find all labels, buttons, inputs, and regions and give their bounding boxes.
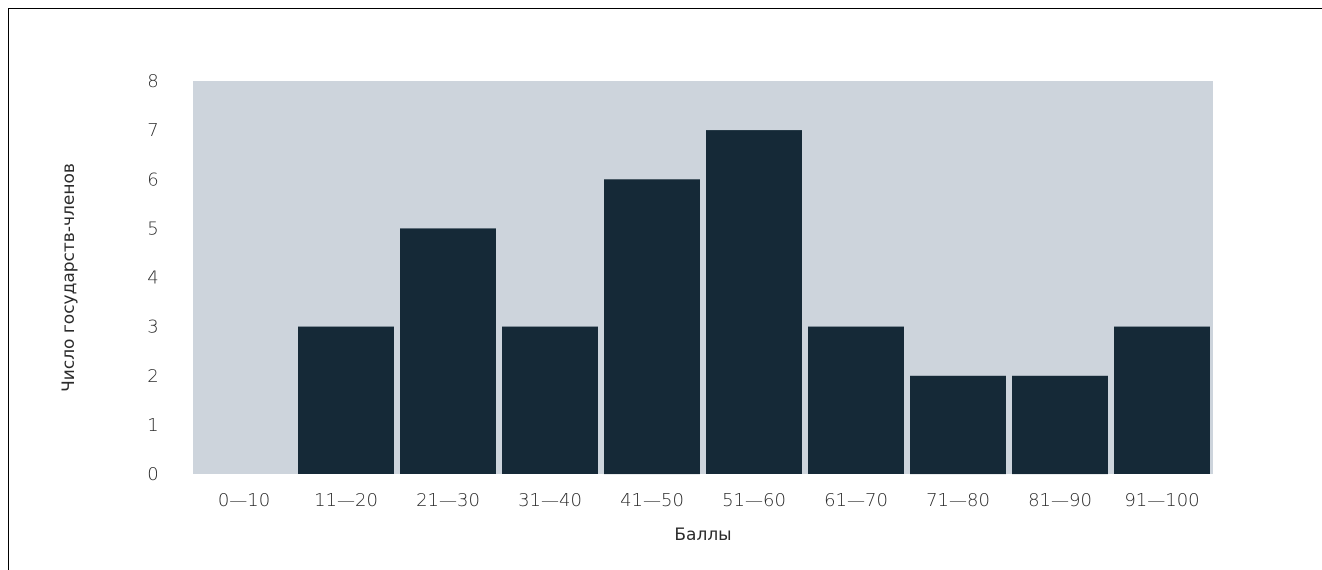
bar-11—20 [298, 326, 394, 474]
bar-21—30 [400, 228, 496, 474]
bar-81—90 [1012, 375, 1108, 475]
y-tick-label: 1 [147, 415, 158, 436]
x-tick-label: 0—10 [218, 490, 270, 511]
bar-31—40 [502, 326, 598, 474]
x-tick-label: 71—80 [926, 490, 990, 511]
bars-group [298, 130, 1210, 475]
x-tick-label: 61—70 [824, 490, 888, 511]
y-axis-title: Число государств-членов [59, 163, 79, 392]
x-axis-title: Баллы [674, 525, 731, 545]
x-tick-label: 31—40 [518, 490, 582, 511]
bar-61—70 [808, 326, 904, 474]
x-tick-label: 81—90 [1028, 490, 1092, 511]
bar-71—80 [910, 375, 1006, 475]
x-tick-label: 41—50 [620, 490, 684, 511]
y-tick-labels: 0 1 2 3 4 5 6 7 8 [147, 71, 158, 485]
y-tick-label: 4 [147, 268, 158, 289]
y-tick-label: 3 [147, 317, 158, 338]
bar-41—50 [604, 179, 700, 475]
x-tick-label: 11—20 [314, 490, 378, 511]
y-tick-label: 8 [147, 71, 158, 92]
bar-91—100 [1114, 326, 1210, 474]
y-tick-label: 7 [147, 120, 158, 141]
y-tick-label: 6 [147, 169, 158, 190]
bar-51—60 [706, 130, 802, 474]
y-tick-label: 2 [147, 366, 158, 387]
y-tick-label: 5 [147, 218, 158, 239]
x-tick-label: 91—100 [1124, 490, 1199, 511]
figure-frame [8, 8, 1322, 570]
x-tick-label: 21—30 [416, 490, 480, 511]
x-tick-labels: 0—10 11—20 21—30 31—40 41—50 51—60 61—70 71—80 8… [218, 490, 1200, 511]
x-tick-label: 51—60 [722, 490, 786, 511]
y-tick-label: 0 [147, 464, 158, 485]
